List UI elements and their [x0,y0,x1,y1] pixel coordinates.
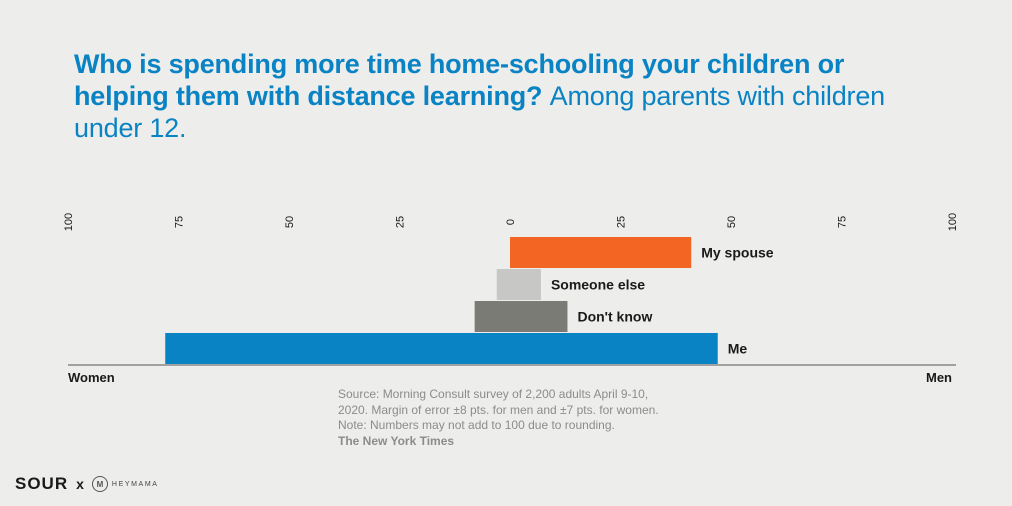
bar-label: Me [728,341,748,357]
bar-don-t-know [474,301,568,332]
left-axis-label: Women [68,370,115,385]
source-note: Source: Morning Consult survey of 2,200 … [338,387,758,449]
source-line-1: Source: Morning Consult survey of 2,200 … [338,387,649,401]
bar-label: Someone else [551,277,645,293]
source-line-3: Note: Numbers may not add to 100 due to … [338,418,615,432]
axis-ticks: 100 75 50 25 0 25 50 75 100 [63,213,959,231]
bar-me [165,333,718,364]
brand-separator: x [76,476,84,492]
tick-label: 50 [726,216,738,228]
right-axis-label: Men [926,370,952,385]
source-credit: The New York Times [338,433,455,448]
diverging-bar-chart: 100 75 50 25 0 25 50 75 100 My spouse Someone els… [63,213,959,385]
footer-branding: SOUR x M HEYMAMA [15,474,159,494]
bar-label: Don't know [577,309,652,325]
title-subtitle: Among parents with children under 12. [74,81,885,143]
tick-label: 100 [63,213,75,231]
bar-label: My spouse [701,245,774,261]
sour-logo: SOUR [15,474,69,493]
tick-label: 75 [174,216,186,228]
tick-label: 0 [505,219,517,225]
bar-someone-else [496,269,541,300]
heymama-wordmark: HEYMAMA [111,480,159,488]
title-question: Who is spending more time home-schooling… [74,49,845,111]
tick-label: 75 [837,216,849,228]
tick-label: 100 [947,213,959,231]
chart-title: Who is spending more time home-schooling… [74,48,914,144]
source-line-2: 2020. Margin of error ±8 pts. for men an… [338,402,659,417]
tick-label: 25 [616,216,628,228]
bars: My spouse Someone else Don't know Me [165,237,774,364]
heymama-logo-icon: M [91,476,108,492]
tick-label: 50 [284,216,296,228]
bar-my-spouse [510,237,692,268]
tick-label: 25 [395,216,407,228]
